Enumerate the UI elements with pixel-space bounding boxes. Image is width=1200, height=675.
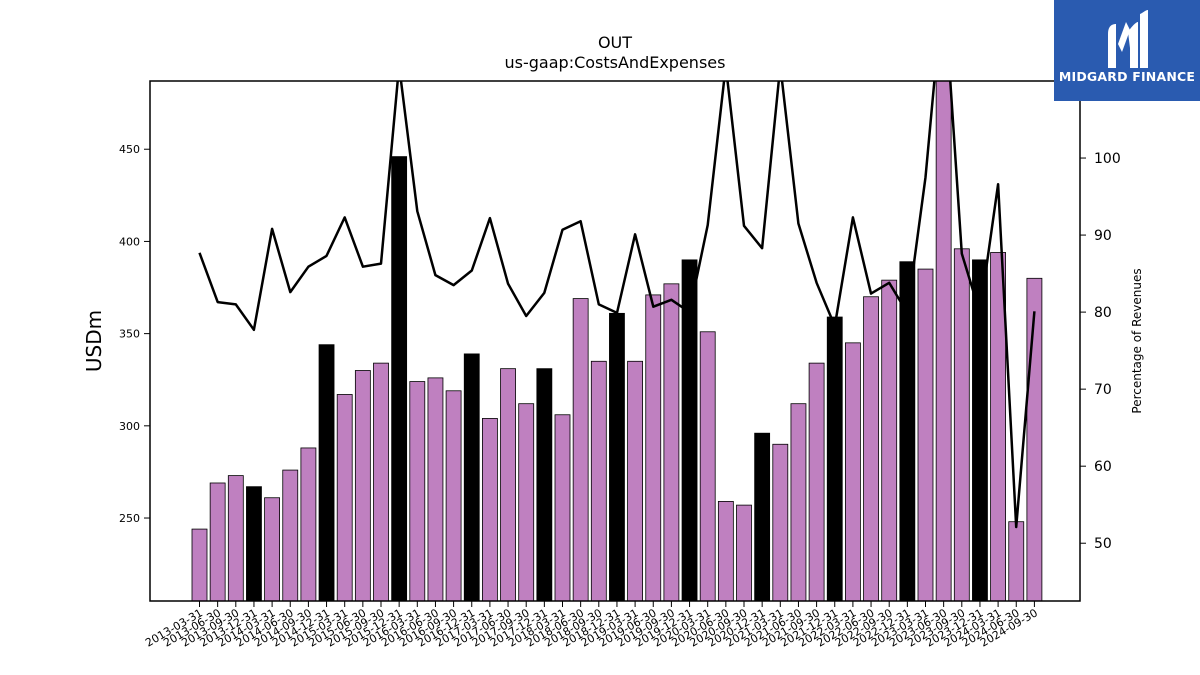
y2-tick-label: 70	[1094, 382, 1112, 398]
bar	[409, 381, 426, 601]
bar	[191, 528, 208, 601]
bar	[645, 294, 662, 601]
bar	[300, 447, 317, 601]
x-axis-ticks: 2013-03-312013-06-302013-09-302013-12-31…	[143, 601, 1040, 650]
bar	[772, 443, 789, 601]
bar	[972, 259, 988, 601]
line-series	[198, 81, 1036, 529]
bar	[282, 469, 299, 601]
bar-series	[191, 81, 1043, 601]
y2-tick-label: 90	[1094, 228, 1112, 244]
bar	[518, 403, 535, 601]
bar	[935, 81, 952, 601]
y2-tick-label: 60	[1094, 459, 1112, 475]
bar	[264, 497, 281, 601]
logo-text: MIDGARD FINANCE	[1058, 69, 1196, 84]
bar	[990, 252, 1006, 601]
bar	[354, 370, 371, 601]
bar	[1008, 521, 1025, 601]
bar	[609, 312, 625, 601]
plot-frame	[149, 80, 1081, 602]
bar	[881, 279, 898, 601]
bar	[246, 486, 262, 601]
bar	[209, 482, 226, 601]
chart-subtitle: us-gaap:CostsAndExpenses	[505, 53, 726, 72]
bar	[754, 432, 771, 601]
chart-title: OUT	[598, 33, 632, 52]
bar	[826, 316, 843, 601]
bar	[790, 403, 807, 601]
bar	[373, 362, 389, 601]
bar	[699, 331, 716, 601]
bar	[227, 475, 244, 601]
bar	[500, 368, 516, 601]
bar	[627, 360, 643, 601]
bar	[899, 261, 916, 601]
bar	[663, 283, 680, 601]
bar	[463, 353, 480, 601]
left-axis-ticks: 250 300 350 400 450	[119, 143, 150, 525]
y-tick-label: 300	[119, 420, 140, 433]
bar	[427, 377, 444, 601]
y2-axis-label: Percentage of Revenues	[1130, 268, 1144, 413]
y-axis-label: USDm	[82, 310, 106, 372]
logo-mark-icon	[1108, 10, 1148, 68]
bar	[1026, 277, 1043, 601]
bar	[481, 418, 498, 601]
y2-tick-label: 80	[1094, 305, 1112, 321]
y-tick-label: 450	[119, 143, 140, 156]
bar	[391, 156, 408, 601]
y-tick-label: 350	[119, 328, 140, 341]
bar	[917, 268, 934, 601]
y2-tick-label: 50	[1094, 536, 1112, 552]
bar	[572, 298, 589, 601]
bar	[863, 296, 879, 601]
bar	[736, 504, 752, 601]
bar	[845, 342, 861, 601]
bar	[536, 368, 553, 601]
bar	[808, 362, 825, 601]
bar	[445, 390, 462, 601]
percentage-line	[198, 81, 1036, 529]
bar	[717, 501, 734, 601]
brand-logo: MIDGARD FINANCE	[1054, 0, 1200, 101]
bar	[554, 414, 571, 601]
bar	[336, 394, 353, 601]
bar	[953, 248, 970, 601]
right-axis-ticks: 50 60 70 80 90 100	[1080, 151, 1121, 552]
bar	[681, 259, 698, 601]
y2-tick-label: 100	[1094, 151, 1121, 167]
bar	[590, 360, 607, 601]
bar	[318, 344, 335, 601]
y-tick-label: 400	[119, 235, 140, 248]
y-tick-label: 250	[119, 512, 140, 525]
